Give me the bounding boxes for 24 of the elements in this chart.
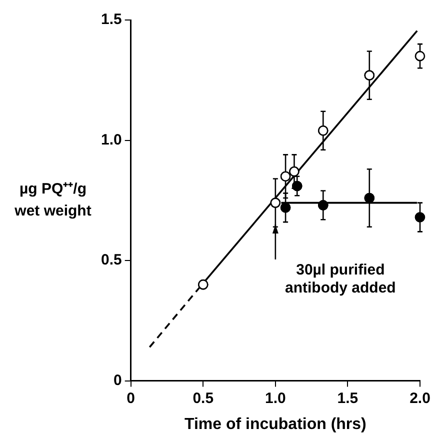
x-axis-title: Time of incubation (hrs): [184, 416, 366, 433]
y-tick-label: 0: [114, 372, 122, 389]
point: [414, 212, 426, 222]
point: [414, 50, 426, 62]
point: [292, 180, 302, 192]
point: [318, 125, 328, 136]
x-tick-label: 0: [126, 390, 136, 407]
point: [270, 198, 281, 208]
x-tick-label: 1.5: [337, 390, 358, 407]
point: [318, 200, 328, 210]
point: [289, 166, 300, 177]
y-tick-label: 1.5: [100, 11, 122, 28]
x-tick-label: 2.0: [410, 390, 430, 407]
x-tick-label: 1.0: [264, 390, 286, 407]
point: [364, 192, 375, 204]
y-tick-label: 1.0: [100, 131, 122, 148]
point: [280, 202, 291, 213]
point: [364, 70, 375, 80]
x-tick-label: 0.5: [192, 390, 214, 407]
y-axis-title: µg PQ⁺⁺/g wet weight: [14, 180, 92, 220]
annotation: 30µl purified antibody added: [285, 262, 396, 297]
point: [280, 171, 291, 182]
point: [198, 279, 208, 290]
y-tick-label: 0.5: [100, 252, 122, 269]
